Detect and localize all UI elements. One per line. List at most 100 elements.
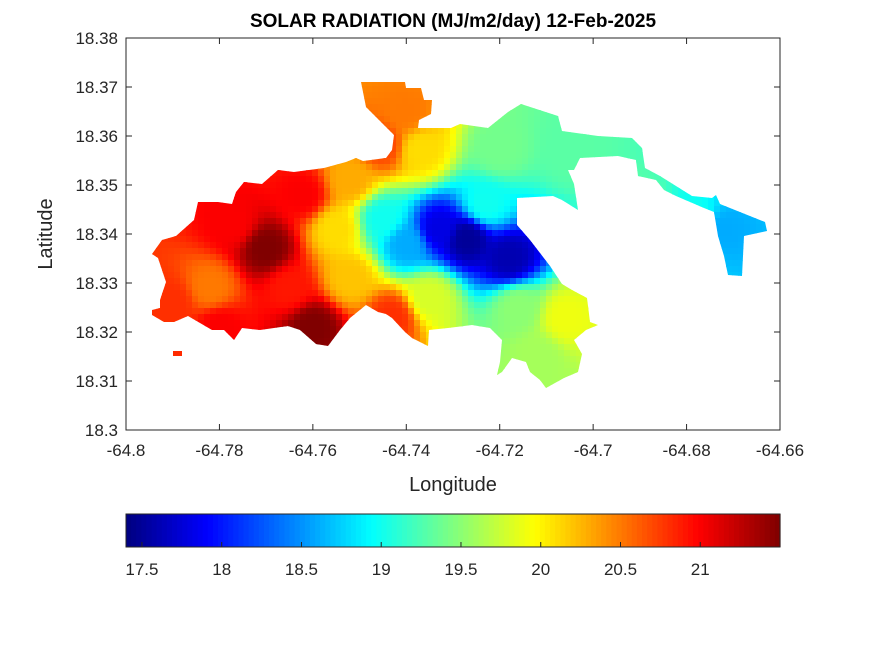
field-cell — [450, 176, 457, 183]
field-cell — [462, 254, 469, 261]
field-cell — [510, 194, 517, 201]
field-cell — [408, 134, 415, 141]
field-cell — [546, 122, 553, 129]
field-cell — [186, 230, 193, 237]
field-cell — [258, 266, 265, 273]
field-cell — [516, 164, 523, 171]
field-cell — [288, 254, 295, 261]
field-cell — [432, 230, 439, 237]
field-cell — [654, 176, 661, 183]
field-cell — [258, 206, 265, 213]
field-cell — [582, 140, 589, 147]
field-cell — [564, 200, 571, 207]
field-cell — [312, 176, 319, 183]
field-cell — [282, 260, 289, 267]
field-cell — [570, 152, 577, 159]
field-cell — [192, 278, 199, 285]
field-cell — [402, 284, 409, 291]
field-cell — [282, 182, 289, 189]
field-cell — [324, 302, 331, 309]
field-cell — [420, 164, 427, 171]
field-cell — [534, 134, 541, 141]
field-cell — [420, 242, 427, 249]
field-cell — [168, 290, 175, 297]
field-cell — [540, 284, 547, 291]
field-cell — [186, 272, 193, 279]
field-cell — [414, 176, 421, 183]
field-cell — [294, 218, 301, 225]
field-cell — [294, 248, 301, 255]
field-cell — [264, 248, 271, 255]
field-cell — [504, 260, 511, 267]
field-cell — [234, 302, 241, 309]
field-cell — [510, 290, 517, 297]
field-cell — [306, 176, 313, 183]
field-cell — [216, 206, 223, 213]
field-cell — [300, 266, 307, 273]
field-cell — [564, 194, 571, 201]
field-cell — [300, 224, 307, 231]
field-cell — [486, 134, 493, 141]
field-cell — [336, 236, 343, 243]
field-cell — [306, 194, 313, 201]
field-cell — [390, 206, 397, 213]
field-cell — [498, 218, 505, 225]
field-cell — [492, 290, 499, 297]
field-cell — [558, 158, 565, 165]
field-cell — [492, 152, 499, 159]
field-cell — [384, 236, 391, 243]
field-cell — [318, 218, 325, 225]
field-cell — [168, 266, 175, 273]
field-cell — [522, 176, 529, 183]
field-cell — [480, 302, 487, 309]
field-cell — [696, 200, 703, 207]
field-cell — [252, 290, 259, 297]
field-cell — [354, 290, 361, 297]
field-cell — [558, 308, 565, 315]
field-cell — [192, 284, 199, 291]
field-cell — [468, 170, 475, 177]
field-cell — [456, 308, 463, 315]
field-cell — [348, 206, 355, 213]
field-cell — [438, 272, 445, 279]
field-cell — [246, 284, 253, 291]
field-cell — [552, 182, 559, 189]
field-cell — [324, 254, 331, 261]
field-cell — [234, 266, 241, 273]
field-cell — [546, 128, 553, 135]
field-cell — [510, 170, 517, 177]
field-cell — [198, 290, 205, 297]
field-cell — [480, 182, 487, 189]
field-cell — [360, 266, 367, 273]
field-cell — [432, 140, 439, 147]
field-cell — [492, 236, 499, 243]
field-cell — [438, 176, 445, 183]
field-cell — [444, 188, 451, 195]
field-cell — [330, 296, 337, 303]
field-cell — [282, 170, 289, 177]
field-cell — [420, 224, 427, 231]
field-cell — [258, 188, 265, 195]
field-cell — [534, 158, 541, 165]
field-cell — [204, 278, 211, 285]
field-cell — [354, 176, 361, 183]
field-cell — [372, 200, 379, 207]
field-cell — [408, 290, 415, 297]
field-cell — [510, 308, 517, 315]
field-cell — [522, 152, 529, 159]
field-cell — [294, 302, 301, 309]
field-cell — [378, 212, 385, 219]
field-cell — [246, 302, 253, 309]
field-cell — [402, 152, 409, 159]
field-cell — [468, 290, 475, 297]
field-cell — [540, 146, 547, 153]
field-cell — [492, 242, 499, 249]
field-cell — [486, 182, 493, 189]
field-cell — [174, 296, 181, 303]
field-cell — [564, 290, 571, 297]
field-cell — [576, 134, 583, 141]
field-cell — [552, 278, 559, 285]
field-cell — [282, 278, 289, 285]
field-cell — [516, 188, 523, 195]
field-cell — [450, 200, 457, 207]
